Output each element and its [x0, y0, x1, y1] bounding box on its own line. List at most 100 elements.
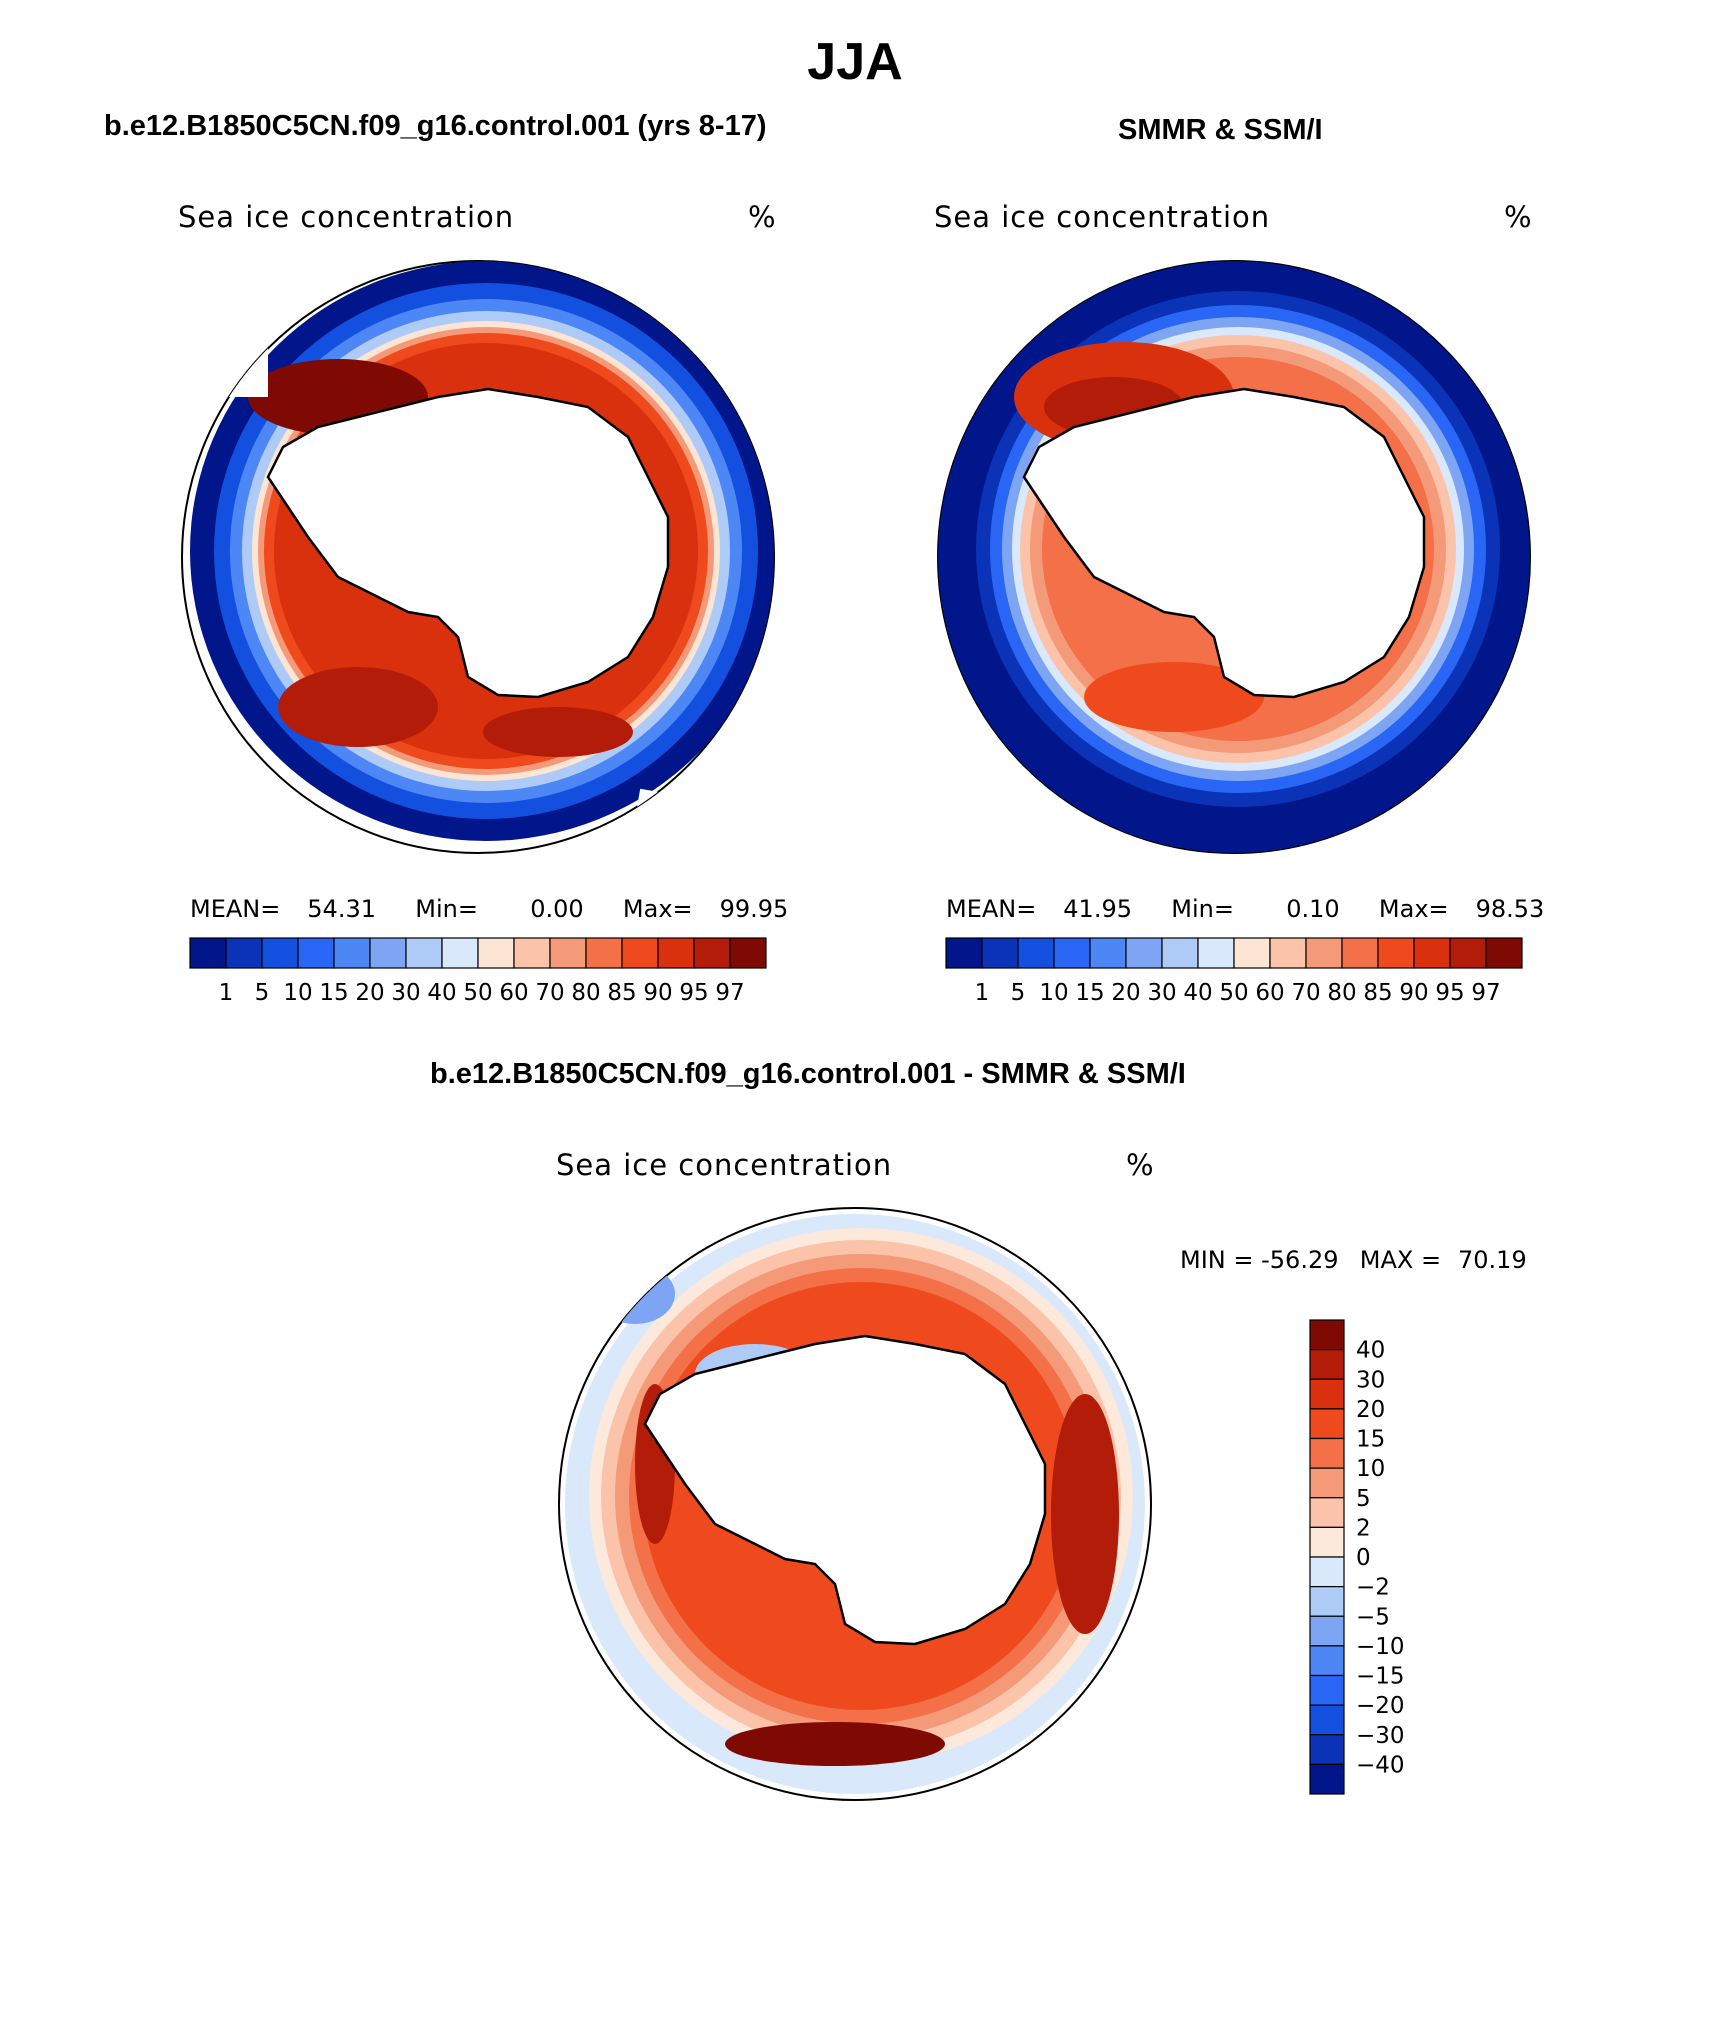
colorbar-swatch [1377, 937, 1415, 969]
colorbar-tick-label: 10 [1039, 980, 1068, 1006]
colorbar-tick-label: 15 [1356, 1427, 1385, 1453]
colorbar-swatch [1485, 937, 1523, 969]
colorbar-tick-label: 10 [1356, 1456, 1385, 1482]
colorbar-tick-label: 97 [1471, 980, 1500, 1006]
min-value: 0.00 [530, 895, 584, 923]
colorbar-swatch [333, 937, 371, 969]
colorbar-swatch [1309, 1556, 1345, 1588]
colorbar-tick-label: 1 [975, 980, 990, 1006]
colorbar-swatch [225, 937, 263, 969]
colorbar-swatch [1053, 937, 1091, 969]
colorbar-tick-label: 20 [1356, 1397, 1385, 1423]
colorbar-tick-label: 15 [319, 980, 348, 1006]
mean-value: 54.31 [307, 895, 376, 923]
colorbar-tick-label: 5 [1011, 980, 1026, 1006]
max-label: MAX = [1359, 1246, 1442, 1274]
mean-value: 41.95 [1063, 895, 1132, 923]
colorbar-swatch [1017, 937, 1055, 969]
colorbar-swatch [1309, 1319, 1345, 1351]
colorbar-swatch [369, 937, 407, 969]
colorbar-swatch [1161, 937, 1199, 969]
colorbar-tick-label: 70 [535, 980, 564, 1006]
colorbar-swatch [477, 937, 515, 969]
colorbar-tick-label: 40 [1356, 1338, 1385, 1364]
min-label: Min= [415, 895, 478, 923]
colorbar-swatch [1309, 1586, 1345, 1617]
colorbar-tick-label: −40 [1356, 1752, 1405, 1778]
colorbar-tick-label: 20 [355, 980, 384, 1006]
diff-map [558, 1207, 1152, 1801]
colorbar-swatch [1305, 937, 1343, 969]
colorbar-tick-label: 90 [1399, 980, 1428, 1006]
colorbar-swatch [945, 937, 983, 969]
colorbar-swatch [1413, 937, 1451, 969]
model-colorbar: 1 5 10 15 20 30 40 50 60 70 80 85 90 95 97 [189, 937, 767, 1006]
colorbar-tick-label: 85 [1363, 980, 1392, 1006]
colorbar-tick-label: 30 [391, 980, 420, 1006]
colorbar-tick-label: 30 [1147, 980, 1176, 1006]
colorbar-tick-label: 95 [679, 980, 708, 1006]
colorbar-swatch [1125, 937, 1163, 969]
diff-stats: MIN = -56.29 MAX = 70.19 [1180, 1246, 1527, 1274]
colorbar-tick-label: 5 [1356, 1486, 1371, 1512]
colorbar-swatch [1309, 1437, 1345, 1469]
min-value: -56.29 [1261, 1246, 1339, 1274]
min-label: Min= [1171, 895, 1234, 923]
model-map [181, 260, 775, 854]
colorbar-tick-label: 50 [1219, 980, 1248, 1006]
colorbar-tick-label: 60 [499, 980, 528, 1006]
model-variable-label: Sea ice concentration [178, 200, 515, 234]
colorbar-swatch [189, 937, 227, 969]
obs-stats: MEAN= 41.95 Min= 0.10 Max= 98.53 [946, 895, 1544, 923]
max-value: 99.95 [719, 895, 789, 923]
colorbar-tick-label: 2 [1356, 1515, 1371, 1541]
colorbar-tick-label: −5 [1356, 1604, 1390, 1630]
max-value: 70.19 [1458, 1246, 1527, 1274]
model-stats: MEAN= 54.31 Min= 0.00 Max= 99.95 [190, 895, 788, 923]
colorbar-swatch [1309, 1704, 1345, 1736]
colorbar-tick-label: −30 [1356, 1723, 1405, 1749]
colorbar-swatch [693, 937, 731, 969]
colorbar-swatch [1309, 1497, 1345, 1528]
colorbar-swatch [1197, 937, 1235, 969]
colorbar-swatch [729, 937, 767, 969]
colorbar-swatch [1341, 937, 1379, 969]
colorbar-swatch [513, 937, 551, 969]
colorbar-tick-label: 50 [463, 980, 492, 1006]
colorbar-tick-label: 60 [1255, 980, 1284, 1006]
model-panel-title: b.e12.B1850C5CN.f09_g16.control.001 (yrs… [104, 110, 767, 142]
colorbar-swatch [657, 937, 695, 969]
max-label: Max= [1378, 895, 1449, 923]
colorbar-swatch [1309, 1349, 1345, 1380]
colorbar-swatch [1309, 1378, 1345, 1410]
colorbar-tick-label: 20 [1111, 980, 1140, 1006]
colorbar-tick-label: 40 [1183, 980, 1212, 1006]
colorbar-swatch [1309, 1763, 1345, 1795]
colorbar-swatch [981, 937, 1019, 969]
colorbar-swatch [549, 937, 587, 969]
colorbar-tick-label: 0 [1356, 1545, 1371, 1571]
mean-label: MEAN= [190, 895, 281, 923]
colorbar-swatch [441, 937, 479, 969]
colorbar-tick-label: 1 [219, 980, 234, 1006]
colorbar-tick-label: −2 [1356, 1575, 1390, 1601]
obs-variable-label: Sea ice concentration [934, 200, 1271, 234]
colorbar-tick-label: −15 [1356, 1664, 1405, 1690]
colorbar-swatch [1309, 1467, 1345, 1499]
max-value: 98.53 [1475, 895, 1545, 923]
colorbar-swatch [1089, 937, 1127, 969]
colorbar-tick-label: 5 [255, 980, 270, 1006]
min-label: MIN = [1180, 1246, 1254, 1274]
colorbar-swatch [261, 937, 299, 969]
colorbar-swatch [297, 937, 335, 969]
mean-label: MEAN= [946, 895, 1037, 923]
colorbar-swatch [405, 937, 443, 969]
colorbar-tick-label: 85 [607, 980, 636, 1006]
figure-title: JJA [807, 33, 903, 91]
colorbar-tick-label: −20 [1356, 1693, 1405, 1719]
colorbar-tick-label: 40 [427, 980, 456, 1006]
colorbar-swatch [1309, 1526, 1345, 1558]
obs-panel-title: SMMR & SSM/I [1118, 114, 1323, 146]
